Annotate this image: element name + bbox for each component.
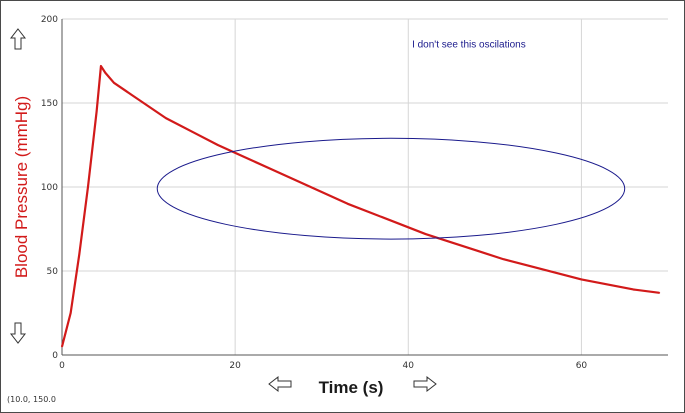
data-point (632, 288, 635, 291)
data-point (78, 253, 81, 255)
data-point (554, 271, 557, 274)
grid (61, 18, 668, 356)
data-point (95, 110, 98, 113)
data-point (502, 258, 505, 261)
data-point (130, 93, 133, 96)
data-point (606, 283, 609, 286)
data-point (87, 186, 89, 188)
series-line (60, 64, 660, 347)
data-point (346, 203, 349, 205)
data-point (217, 144, 219, 146)
data-point (320, 191, 323, 193)
y-tick-label: 200 (41, 15, 58, 25)
data-point (580, 278, 583, 281)
series-group (60, 64, 661, 348)
data-point (61, 345, 63, 348)
data-point (268, 167, 271, 170)
data-point (100, 65, 102, 67)
data-point (69, 312, 72, 314)
x-tick-label: 0 (59, 361, 65, 371)
highlight-ellipse (156, 137, 626, 240)
coordinate-readout: (10.0, 150.0 (7, 395, 56, 404)
axes (61, 19, 668, 356)
data-point (528, 265, 531, 267)
annotation-text: I don't see this oscilations (412, 40, 526, 51)
x-tick-label: 40 (403, 361, 415, 371)
x-tick-label: 60 (576, 361, 588, 371)
y-tick-label: 50 (47, 267, 59, 277)
data-point (658, 292, 661, 294)
double-arrow-left-icon[interactable] (268, 375, 292, 393)
data-point (113, 82, 115, 84)
double-arrow-up-icon[interactable] (9, 28, 27, 50)
data-point (243, 155, 245, 158)
y-tick-label: 150 (41, 99, 58, 109)
data-point (476, 250, 479, 252)
data-point (147, 105, 150, 108)
data-point (165, 117, 167, 119)
x-tick-label: 20 (229, 361, 241, 371)
data-point (104, 71, 107, 74)
double-arrow-down-icon[interactable] (9, 322, 27, 344)
tick-labels: 0 20 40 60 0 50 100 150 200 (41, 15, 588, 371)
y-axis-label: Blood Pressure (mmHg) (12, 96, 31, 278)
data-point (398, 223, 401, 225)
x-axis-label: Time (s) (319, 378, 384, 397)
annotation-group: I don't see this oscilations (156, 40, 626, 240)
double-arrow-right-icon[interactable] (413, 375, 437, 393)
y-tick-label: 100 (41, 183, 58, 193)
data-point (294, 179, 297, 182)
data-point (191, 130, 193, 133)
y-tick-label: 0 (52, 351, 58, 361)
data-point (424, 233, 427, 235)
data-point (372, 213, 375, 215)
data-point (450, 241, 453, 244)
